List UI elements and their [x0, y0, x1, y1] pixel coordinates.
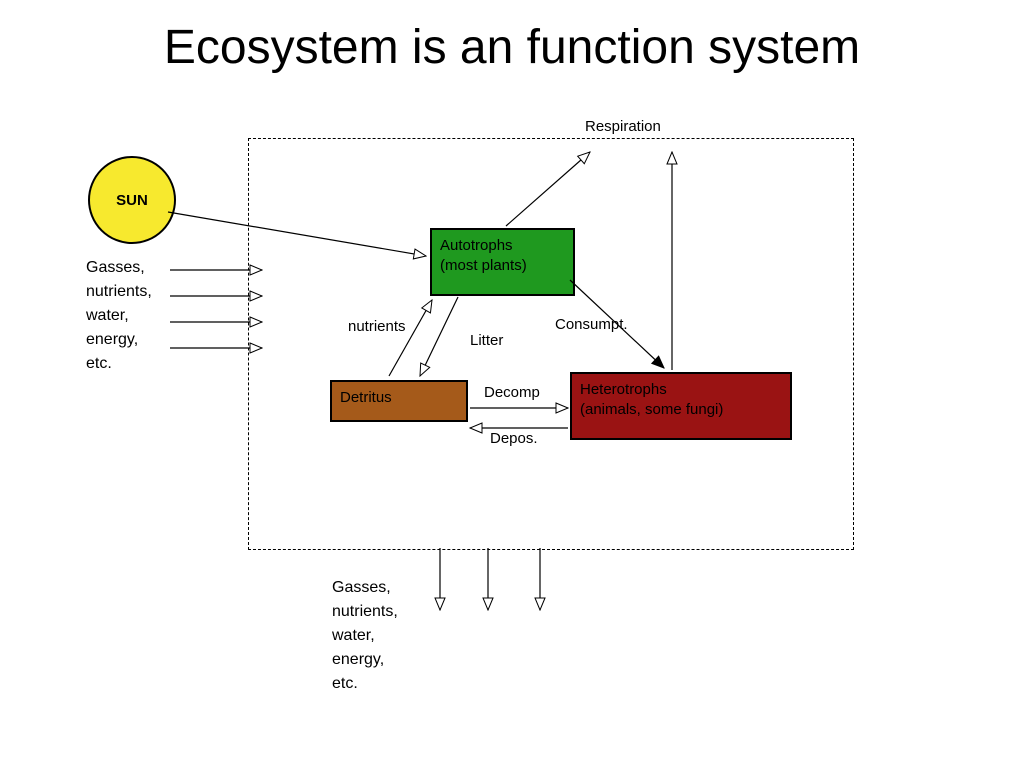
nutrients-label: nutrients [348, 318, 406, 335]
inputs-text: Gasses, nutrients, water, energy, etc. [86, 256, 152, 376]
depos-label: Depos. [490, 430, 538, 447]
autotrophs-box: Autotrophs (most plants) [430, 228, 575, 296]
heterotrophs-line2: (animals, some fungi) [580, 400, 782, 420]
litter-label: Litter [470, 332, 503, 349]
page-title: Ecosystem is an function system [0, 20, 1024, 75]
system-boundary [248, 138, 854, 550]
outputs-text: Gasses, nutrients, water, energy, etc. [332, 576, 398, 696]
detritus-line1: Detritus [340, 388, 458, 408]
sun-node: SUN [88, 156, 176, 244]
autotrophs-line2: (most plants) [440, 256, 565, 276]
consumpt-label: Consumpt. [555, 316, 628, 333]
respiration-label: Respiration [585, 118, 661, 135]
decomp-label: Decomp [484, 384, 540, 401]
sun-label: SUN [116, 192, 148, 209]
diagram-stage: Ecosystem is an function system SUN Auto… [0, 0, 1024, 768]
heterotrophs-line1: Heterotrophs [580, 380, 782, 400]
heterotrophs-box: Heterotrophs (animals, some fungi) [570, 372, 792, 440]
autotrophs-line1: Autotrophs [440, 236, 565, 256]
detritus-box: Detritus [330, 380, 468, 422]
